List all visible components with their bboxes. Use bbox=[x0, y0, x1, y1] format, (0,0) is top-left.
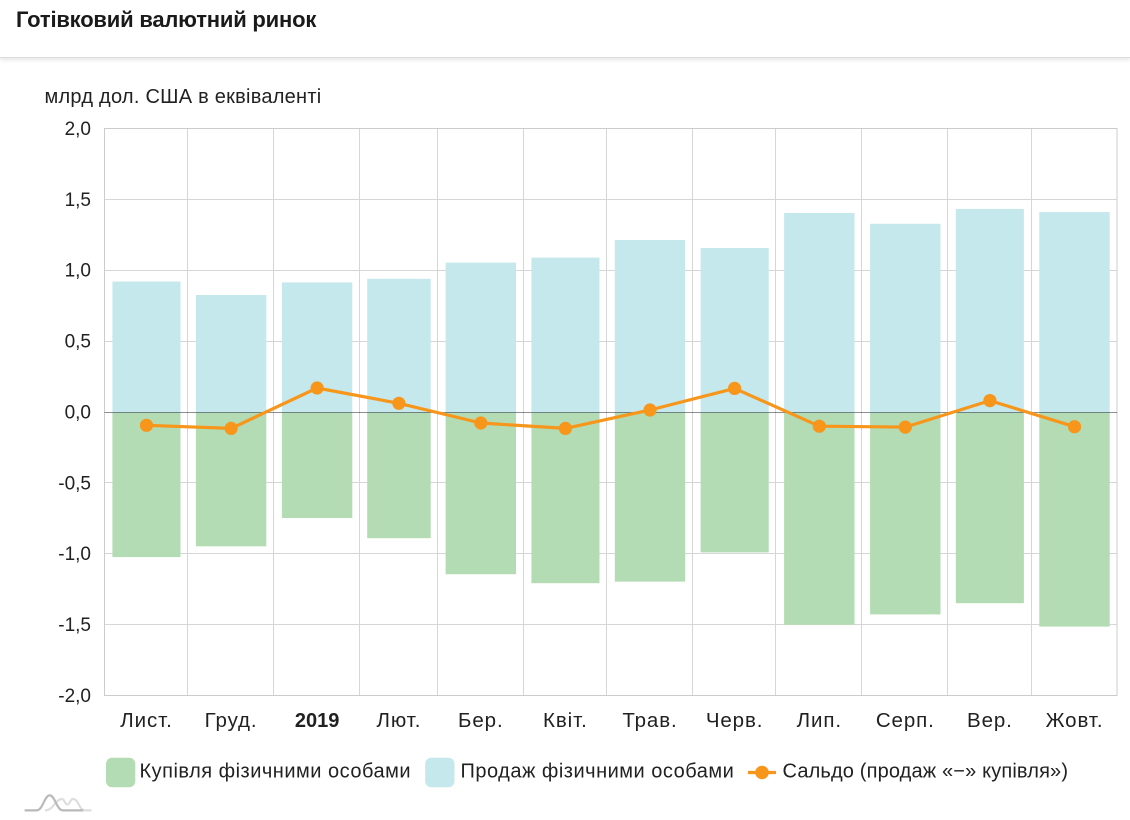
svg-text:1,5: 1,5 bbox=[65, 190, 91, 211]
svg-text:Купівля фізичними особами: Купівля фізичними особами bbox=[140, 761, 412, 783]
svg-text:млрд дол. США в еквіваленті: млрд дол. США в еквіваленті bbox=[45, 86, 322, 108]
svg-text:Лют.: Лют. bbox=[377, 709, 422, 732]
svg-text:Вер.: Вер. bbox=[967, 709, 1013, 732]
svg-text:Груд.: Груд. bbox=[205, 709, 258, 732]
svg-text:Черв.: Черв. bbox=[706, 709, 764, 732]
svg-text:2,0: 2,0 bbox=[65, 119, 91, 140]
svg-text:Серп.: Серп. bbox=[876, 709, 935, 732]
svg-text:-2,0: -2,0 bbox=[58, 686, 91, 707]
svg-text:-1,5: -1,5 bbox=[58, 615, 91, 636]
svg-text:-0,5: -0,5 bbox=[58, 473, 91, 494]
svg-text:0,0: 0,0 bbox=[65, 402, 91, 423]
svg-text:Лип.: Лип. bbox=[797, 709, 842, 732]
svg-text:Сальдо (продаж «−» купівля»): Сальдо (продаж «−» купівля») bbox=[783, 761, 1069, 783]
svg-text:Квіт.: Квіт. bbox=[543, 709, 588, 732]
svg-text:Трав.: Трав. bbox=[622, 709, 677, 732]
svg-text:Продаж фізичними особами: Продаж фізичними особами bbox=[461, 761, 735, 783]
svg-text:Жовт.: Жовт. bbox=[1046, 709, 1104, 732]
svg-text:1,0: 1,0 bbox=[65, 261, 91, 282]
svg-text:Лист.: Лист. bbox=[120, 709, 172, 732]
svg-text:-1,0: -1,0 bbox=[58, 544, 91, 565]
svg-text:Бер.: Бер. bbox=[458, 709, 504, 732]
svg-text:0,5: 0,5 bbox=[65, 332, 91, 353]
svg-text:2019: 2019 bbox=[295, 710, 340, 732]
